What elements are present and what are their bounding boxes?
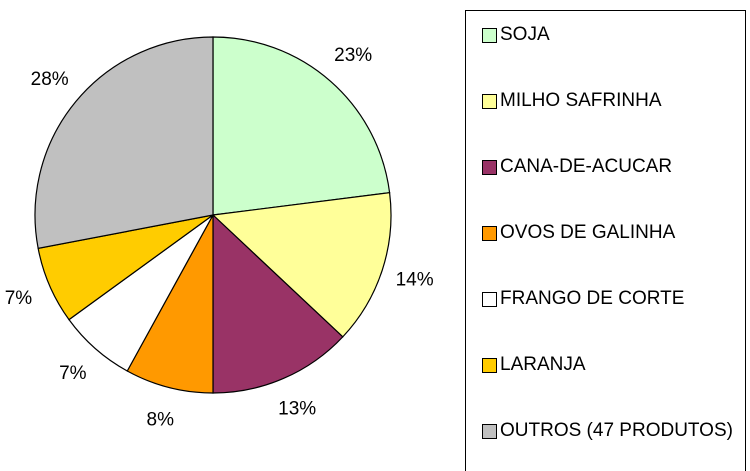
legend-swatch bbox=[482, 94, 497, 109]
legend-label: CANA-DE-ACUCAR bbox=[500, 156, 673, 177]
legend-swatch bbox=[482, 160, 497, 175]
value-label: 7% bbox=[5, 288, 33, 309]
legend-entry: MILHO SAFRINHA bbox=[482, 89, 744, 113]
legend-entry: OUTROS (47 PRODUTOS) bbox=[482, 419, 744, 443]
legend-swatch bbox=[482, 292, 497, 307]
value-label: 23% bbox=[334, 45, 372, 66]
value-label: 28% bbox=[31, 69, 69, 90]
legend-swatch bbox=[482, 424, 497, 439]
legend-label: OVOS DE GALINHA bbox=[500, 222, 676, 243]
pie-slice bbox=[211, 192, 392, 338]
value-label: 14% bbox=[396, 270, 434, 291]
legend-swatch bbox=[482, 358, 497, 373]
legend-label: MILHO SAFRINHA bbox=[500, 90, 662, 111]
legend: SOJA MILHO SAFRINHA CANA-DE-ACUCAR OVOS DE … bbox=[465, 10, 746, 471]
legend-entry: CANA-DE-ACUCAR bbox=[482, 155, 744, 179]
legend-label: LARANJA bbox=[500, 354, 586, 375]
legend-label: OUTROS (47 PRODUTOS) bbox=[500, 420, 733, 441]
legend-label: SOJA bbox=[500, 24, 550, 45]
pie-slice bbox=[34, 36, 214, 250]
legend-entry: OVOS DE GALINHA bbox=[482, 221, 744, 245]
legend-label: FRANGO DE CORTE bbox=[500, 288, 685, 309]
legend-entry: LARANJA bbox=[482, 353, 744, 377]
legend-entry: SOJA bbox=[482, 23, 744, 47]
legend-swatch bbox=[482, 28, 497, 43]
legend-swatch bbox=[482, 226, 497, 241]
pie-slice bbox=[212, 36, 391, 216]
pie-slice bbox=[212, 213, 344, 394]
value-label: 13% bbox=[278, 399, 316, 420]
value-label: 7% bbox=[59, 363, 87, 384]
value-label: 8% bbox=[147, 409, 175, 430]
legend-entry: FRANGO DE CORTE bbox=[482, 287, 744, 311]
pie-slice bbox=[126, 214, 214, 394]
pie-chart: 23% 14% 13% 8% 7% 7% 28% bbox=[5, 36, 434, 430]
